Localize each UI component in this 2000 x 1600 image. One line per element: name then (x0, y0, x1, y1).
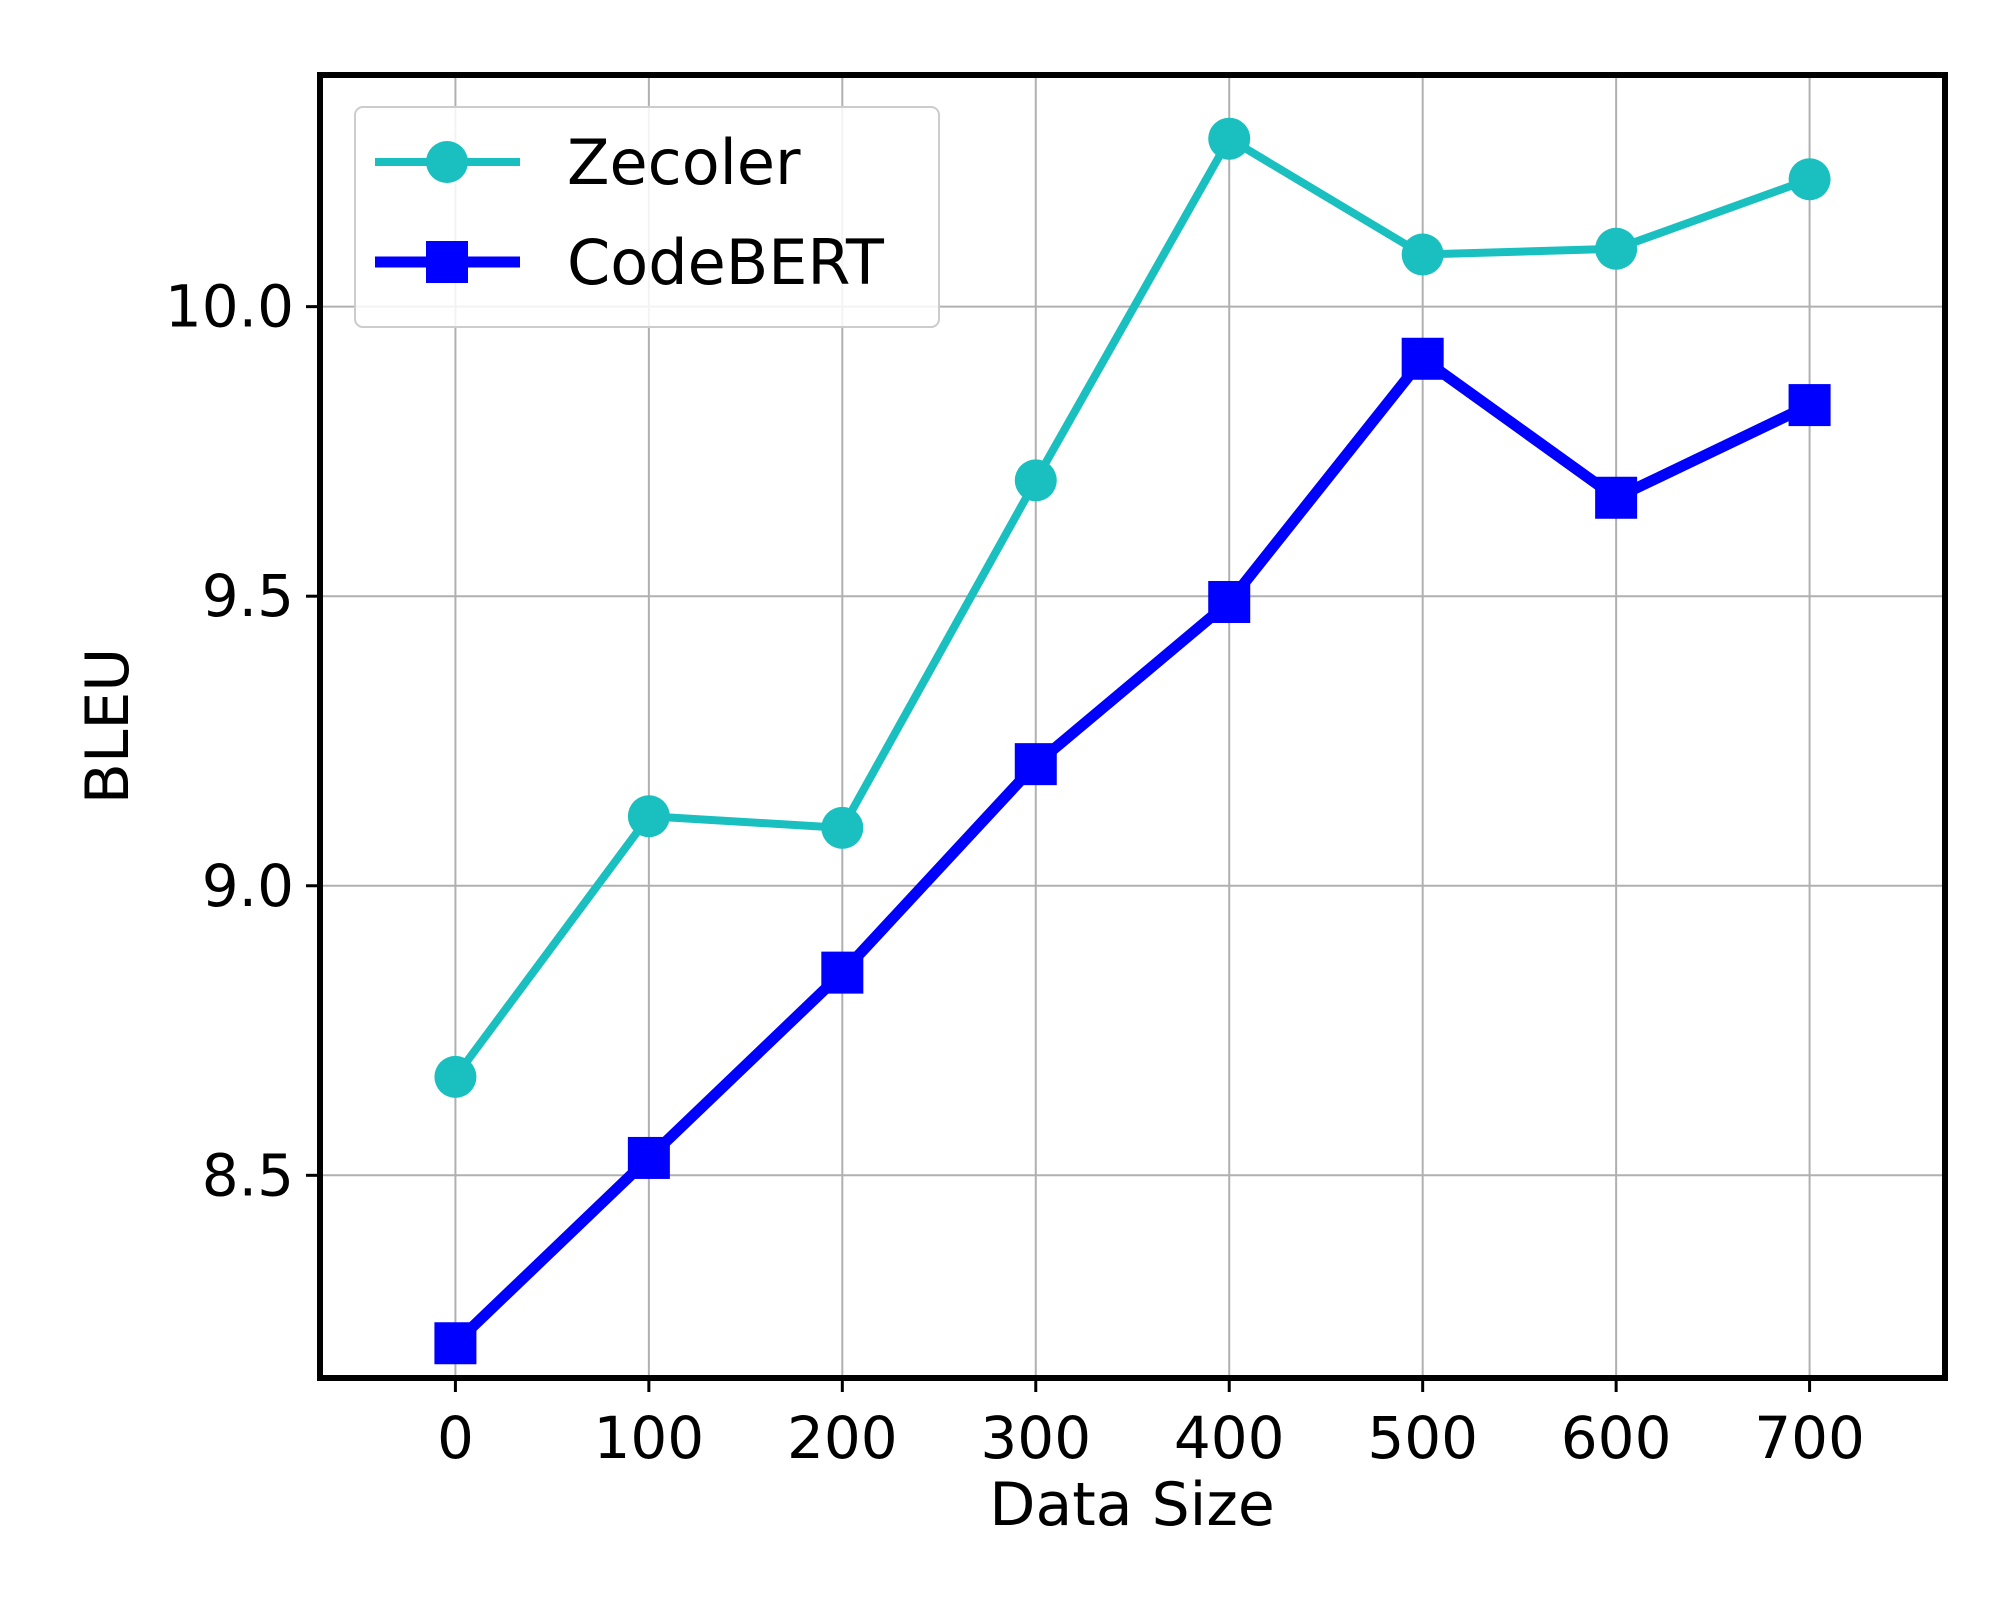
y-axis: 8.5 9.0 9.5 10.0 (165, 273, 320, 1209)
x-tick-label: 400 (1174, 1404, 1285, 1472)
legend-label-zecoler: Zecoler (567, 126, 801, 199)
x-tick-label: 700 (1754, 1404, 1865, 1472)
data-point-codebert (434, 1322, 477, 1365)
series-line-codebert (451, 351, 1812, 1348)
data-point-codebert (627, 1136, 670, 1179)
x-tick-label: 600 (1561, 1404, 1672, 1472)
series-zecoler (434, 117, 1831, 1098)
series-line-zecoler (452, 133, 1811, 1080)
y-tick-label: 8.5 (202, 1141, 294, 1209)
x-tick-label: 100 (594, 1404, 705, 1472)
data-point-zecoler (1788, 158, 1831, 201)
x-axis: 0 100 200 300 400 500 600 700 (437, 1378, 1865, 1472)
x-tick-label: 200 (787, 1404, 898, 1472)
plot-frame (317, 72, 1948, 1381)
data-point-codebert (1401, 337, 1444, 380)
data-point-codebert (1014, 743, 1057, 786)
legend-items: Zecoler CodeBERT (375, 126, 885, 299)
y-tick-label: 9.0 (202, 852, 294, 920)
series-layer (434, 117, 1831, 1365)
data-point-codebert (1208, 580, 1251, 623)
data-point-zecoler (1014, 459, 1057, 502)
x-axis-label: Data Size (989, 1470, 1275, 1540)
y-tick-label: 10.0 (165, 273, 294, 341)
data-point-codebert (1788, 384, 1831, 427)
legend-marker-zecoler (426, 141, 468, 183)
legend-marker-codebert (426, 241, 468, 283)
data-point-zecoler (821, 806, 864, 849)
data-point-zecoler (1401, 233, 1444, 276)
x-tick-label: 300 (980, 1404, 1091, 1472)
x-tick-label: 500 (1367, 1404, 1478, 1472)
legend: Zecoler CodeBERT (354, 106, 940, 328)
series-codebert (434, 337, 1831, 1365)
data-point-zecoler (1595, 227, 1638, 270)
data-point-zecoler (1208, 117, 1251, 160)
legend-label-codebert: CodeBERT (567, 226, 885, 299)
data-point-codebert (1595, 476, 1638, 519)
y-axis-label: BLEU (73, 648, 143, 804)
legend-item-codebert: CodeBERT (375, 226, 885, 299)
legend-item-zecoler: Zecoler (375, 126, 801, 199)
y-tick-label: 9.5 (202, 562, 294, 630)
x-tick-label: 0 (437, 1404, 474, 1472)
data-point-zecoler (627, 795, 670, 838)
data-point-zecoler (434, 1055, 477, 1098)
data-point-codebert (821, 951, 864, 994)
